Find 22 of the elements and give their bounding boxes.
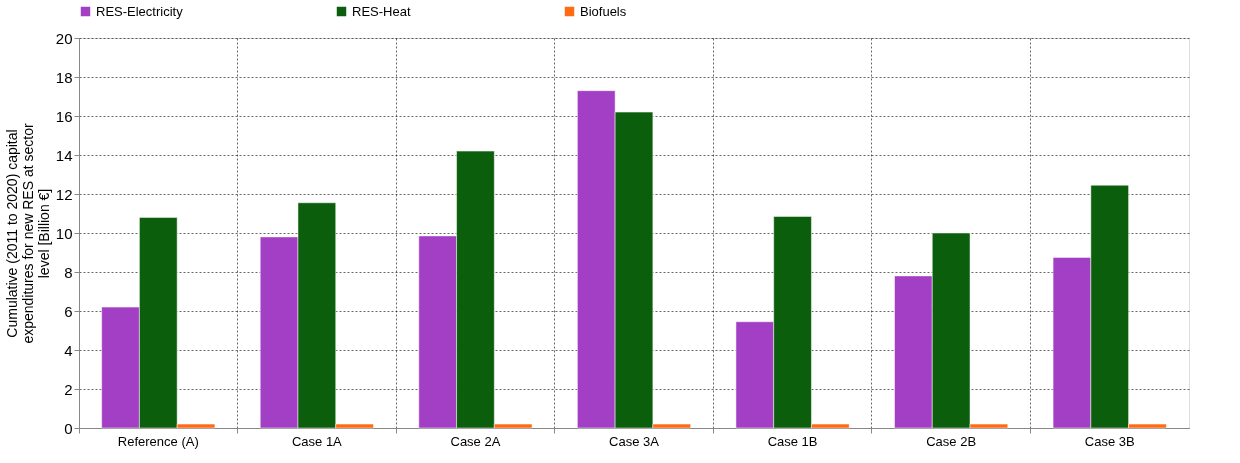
- x-tick-label: Case 3A: [609, 433, 660, 449]
- x-tick-label: Case 2A: [450, 433, 501, 449]
- legend-label: RES-Electricity: [96, 3, 184, 19]
- y-tick-label: 0: [64, 419, 73, 437]
- x-tick-label: Case 3B: [1084, 433, 1135, 449]
- y-tick-label: 8: [64, 263, 73, 281]
- x-tick-label: Reference (A): [117, 433, 199, 449]
- y-tick-label: 6: [64, 302, 73, 320]
- x-tick-label: Case 1A: [291, 433, 343, 449]
- y-axis-title: Cumulative (2011 to 2020) capital expenditures for new RES at sector level [Billion €]: [3, 123, 52, 344]
- x-tick-label: Case 2B: [926, 433, 977, 449]
- y-tick-label: 16: [55, 107, 73, 125]
- y-tick-label: 12: [55, 185, 73, 203]
- x-tick-label: Case 1B: [767, 433, 818, 449]
- legend-label: Biofuels: [580, 3, 627, 19]
- y-tick-label: 2: [64, 380, 73, 398]
- y-tick-label: 18: [55, 68, 73, 86]
- legend-label: RES-Heat: [352, 3, 411, 19]
- y-tick-label: 20: [55, 29, 73, 47]
- y-tick-label: 10: [55, 224, 73, 242]
- y-tick-label: 14: [55, 146, 73, 164]
- y-tick-label: 4: [64, 341, 73, 359]
